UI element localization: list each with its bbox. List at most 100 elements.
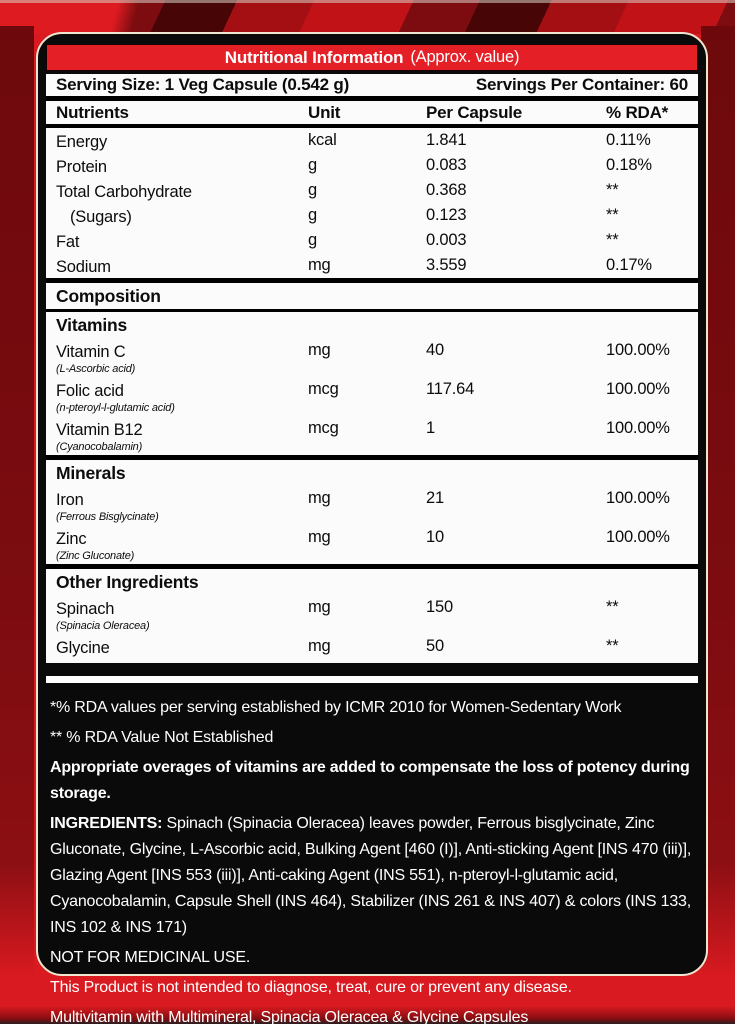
per-capsule-cell: 0.003 [426,231,467,249]
table-row: (Sugars) g 0.123 ** [46,203,698,228]
unit-cell: mg [308,341,331,359]
left-dark-strip [0,26,34,978]
nutrient-name: (Sugars) [70,208,132,226]
unit-cell: mcg [308,419,339,437]
nutrition-table: Serving Size: 1 Veg Capsule (0.542 g) Se… [46,74,698,663]
per-capsule-cell: 1.841 [426,131,467,149]
servings-per-container: Servings Per Container: 60 [475,75,688,94]
ingredients-label: INGREDIENTS: [50,815,163,832]
overages-note: Appropriate overages of vitamins are add… [50,759,690,802]
ingredients-paragraph: INGREDIENTS: Spinach (Spinacia Oleracea)… [50,811,694,941]
column-header-row: Nutrients Unit Per Capsule % RDA* [46,101,698,128]
nutrient-name: Energy [56,133,108,151]
per-capsule-cell: 0.123 [426,206,467,224]
per-capsule-cell: 21 [426,489,444,507]
panel-title: Nutritional Information [224,47,404,67]
nutrient-subname: (Ferrous Bisglycinate) [56,511,159,523]
rda-cell: 100.00% [606,341,670,359]
nutrient-name: Vitamin C (L-Ascorbic acid) [56,338,308,375]
per-capsule-cell: 0.083 [426,156,467,174]
nutrient-name: Fat [56,233,80,251]
table-row: Total Carbohydrate g 0.368 ** [46,178,698,203]
col-nutrients: Nutrients [56,102,129,122]
panel-titlebar: Nutritional Information (Approx. value) [46,44,698,71]
rda-cell: 100.00% [606,380,670,398]
rda-cell: ** [606,231,619,249]
rda-cell: 0.17% [606,256,652,274]
rda-cell: 100.00% [606,419,670,437]
col-unit: Unit [308,102,341,122]
unit-cell: g [308,156,317,174]
serving-row: Serving Size: 1 Veg Capsule (0.542 g) Se… [46,74,698,101]
unit-cell: mg [308,489,331,507]
rda-cell: 100.00% [606,528,670,546]
table-row: Sodium mg 3.559 0.17% [46,253,698,278]
table-bottom-padding [46,659,698,663]
product-name: Multivitamin with Multimineral, Spinacia… [50,1009,529,1024]
nutrient-name: Sodium [56,258,111,276]
table-row: Protein g 0.083 0.18% [46,153,698,178]
nutrient-name: Protein [56,158,107,176]
rda-source-note: *% RDA values per serving established by… [50,699,622,716]
rda-not-established-note: ** % RDA Value Not Established [50,729,274,746]
nutrient-subname: (n-pteroyl-l-glutamic acid) [56,402,175,414]
table-body: Energy kcal 1.841 0.11% Protein g 0.083 0.18% To… [46,128,698,659]
footnotes: *% RDA values per serving established by… [46,683,698,1024]
unit-cell: mg [308,528,331,546]
unit-cell: mcg [308,380,339,398]
table-row: Vitamin C (L-Ascorbic acid) mg 40 100.00% [46,338,698,377]
disclaimer-note: This Product is not intended to diagnose… [50,979,572,996]
unit-cell: mg [308,598,331,616]
table-row: Glycine mg 50 ** [46,634,698,659]
per-capsule-cell: 150 [426,598,453,616]
unit-cell: g [308,206,317,224]
section-row: Minerals [46,455,698,486]
nutrient-name: Spinach (Spinacia Oleracea) [56,595,308,632]
white-separator-bar [46,676,698,683]
per-capsule-cell: 40 [426,341,444,359]
per-capsule-cell: 0.368 [426,181,467,199]
section-row: Composition [46,278,698,312]
table-row: Zinc (Zinc Gluconate) mg 10 100.00% [46,525,698,564]
per-capsule-cell: 50 [426,637,444,655]
nutrient-subname: (Spinacia Oleracea) [56,620,150,632]
nutrient-name: Vitamin B12 (Cyanocobalamin) [56,416,308,453]
col-per-capsule: Per Capsule [426,102,523,122]
nutrient-subname: (Cyanocobalamin) [56,441,143,453]
nutrient-subname: (Zinc Gluconate) [56,550,135,562]
table-row: Iron (Ferrous Bisglycinate) mg 21 100.00% [46,486,698,525]
rda-cell: ** [606,637,619,655]
table-row: Folic acid (n-pteroyl-l-glutamic acid) mcg… [46,377,698,416]
nutrient-subname: (L-Ascorbic acid) [56,363,136,375]
col-rda: % RDA* [606,102,669,122]
nutrient-name: Iron (Ferrous Bisglycinate) [56,486,308,523]
rda-cell: ** [606,206,619,224]
unit-cell: mg [308,256,331,274]
unit-cell: kcal [308,131,337,149]
per-capsule-cell: 117.64 [426,380,475,398]
rda-cell: 0.18% [606,156,652,174]
rda-cell: 0.11% [606,131,651,149]
top-edge-highlight [0,0,735,3]
section-row: Other Ingredients [46,564,698,595]
table-row: Vitamin B12 (Cyanocobalamin) mcg 1 100.00% [46,416,698,455]
unit-cell: g [308,181,317,199]
panel-subtitle: (Approx. value) [410,48,520,66]
unit-cell: g [308,231,317,249]
serving-size: Serving Size: 1 Veg Capsule (0.542 g) [56,75,350,94]
rda-cell: ** [606,598,619,616]
not-medicinal-note: NOT FOR MEDICINAL USE. [50,949,251,966]
nutrition-panel: Nutritional Information (Approx. value) … [36,32,708,1024]
section-row: Vitamins [56,315,128,335]
ingredients-text: Spinach (Spinacia Oleracea) leaves powde… [50,815,692,936]
bottom-shade [0,1006,735,1024]
per-capsule-cell: 10 [426,528,444,546]
nutrient-name: Total Carbohydrate [56,183,192,201]
rda-cell: 100.00% [606,489,670,507]
nutrient-name: Folic acid (n-pteroyl-l-glutamic acid) [56,377,308,414]
nutrient-name: Glycine [56,639,110,657]
table-row: Fat g 0.003 ** [46,228,698,253]
nutrient-name: Zinc (Zinc Gluconate) [56,525,308,562]
table-row: Spinach (Spinacia Oleracea) mg 150 ** [46,595,698,634]
